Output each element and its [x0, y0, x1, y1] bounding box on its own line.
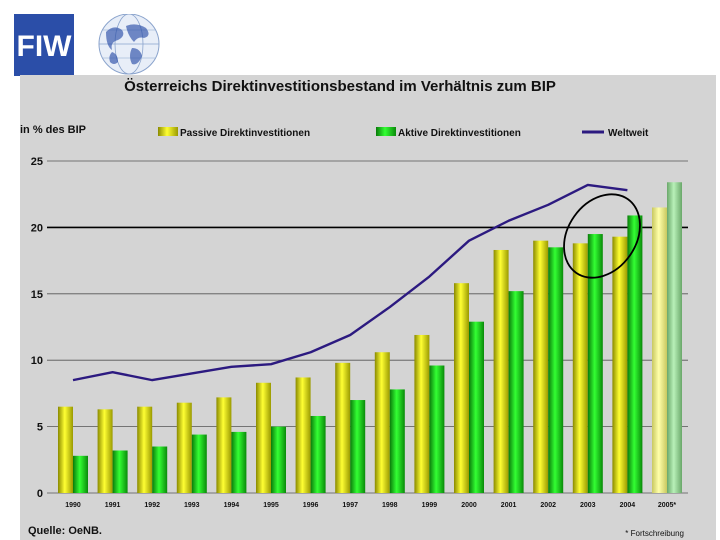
legend-label-2: Weltweit: [608, 128, 649, 139]
y-axis-ticks: 0 5 10 15 20 25: [31, 156, 43, 500]
x-tick-label: 1993: [184, 502, 200, 509]
bar-active-2003: [587, 234, 603, 494]
highlight-circle: [563, 193, 641, 279]
x-tick-label: 1996: [303, 502, 319, 509]
chart-panel: Österreichs Direktinvestitionsbestand im…: [20, 75, 716, 540]
bar-passive-1997: [335, 362, 351, 493]
y-axis-label: in % des BIP: [20, 124, 86, 136]
legend-label-1: Aktive Direktinvestitionen: [398, 128, 521, 139]
bar-passive-1998: [374, 352, 390, 493]
bar-active-1994: [231, 431, 247, 493]
x-tick-label: 2005*: [658, 502, 677, 509]
bar-passive-2001: [493, 249, 509, 493]
x-tick-label: 2000: [461, 502, 477, 509]
bar-active-2004: [627, 215, 643, 493]
bar-passive-2005*: [652, 207, 667, 494]
source-note: Quelle: OeNB.: [28, 525, 102, 537]
legend-swatch-0: [158, 127, 178, 136]
x-tick-label: 1991: [105, 502, 121, 509]
y-tick-label: 5: [37, 422, 43, 434]
x-tick-label: 1999: [422, 502, 438, 509]
bar-passive-2000: [454, 283, 469, 493]
bar-passive-1992: [137, 406, 153, 493]
x-tick-label: 2004: [620, 502, 636, 509]
y-tick-label: 25: [31, 156, 43, 168]
bar-passive-1990: [58, 406, 73, 493]
legend-swatch-1: [376, 127, 396, 136]
bar-passive-1993: [176, 402, 192, 493]
globe-icon: [98, 14, 160, 75]
x-tick-label: 1992: [144, 502, 160, 509]
bar-passive-1999: [414, 334, 430, 493]
bar-passive-1994: [216, 397, 232, 493]
bar-active-1992: [152, 446, 168, 493]
y-tick-label: 10: [31, 355, 43, 367]
logo-box: [14, 14, 74, 76]
bar-active-1997: [350, 400, 366, 493]
x-tick-label: 2003: [580, 502, 596, 509]
x-tick-label: 1990: [65, 502, 81, 509]
x-tick-label: 2002: [540, 502, 556, 509]
bar-passive-2003: [572, 243, 588, 493]
bar-passive-1995: [256, 382, 271, 493]
bars: [58, 182, 682, 494]
bar-active-2005*: [667, 182, 682, 494]
logo-text: FIW: [17, 30, 73, 63]
x-axis-ticks: 1990 1991 1992 1993 1994 1995 1996 1997 1998 1999…: [65, 502, 676, 509]
bar-active-1996: [310, 415, 326, 493]
bar-active-1999: [429, 365, 445, 493]
bar-passive-2002: [533, 240, 549, 493]
bar-active-2000: [469, 321, 484, 493]
bar-active-1998: [389, 389, 405, 493]
bar-active-1990: [73, 455, 88, 493]
y-tick-label: 15: [31, 289, 43, 301]
bar-passive-1996: [295, 377, 311, 493]
x-tick-label: 1994: [224, 502, 240, 509]
bar-active-1991: [112, 450, 128, 493]
chart-title: Österreichs Direktinvestitionsbestand im…: [124, 78, 556, 95]
fiw-logo: FIW: [14, 14, 160, 76]
legend-label-0: Passive Direktinvestitionen: [180, 128, 310, 139]
x-tick-label: 1998: [382, 502, 398, 509]
x-tick-label: 1995: [263, 502, 279, 509]
bar-active-2002: [548, 247, 564, 493]
weltweit-line-path: [72, 183, 628, 382]
bar-passive-1991: [97, 409, 113, 493]
bar-active-1993: [191, 434, 207, 493]
x-tick-label: 2001: [501, 502, 517, 509]
chart: Österreichs Direktinvestitionsbestand im…: [20, 78, 688, 538]
legend: Passive Direktinvestitionen Aktive Direkt…: [158, 127, 649, 139]
y-tick-label: 20: [31, 222, 43, 234]
bar-active-2001: [508, 291, 524, 493]
x-tick-label: 1997: [342, 502, 358, 509]
bar-active-1995: [271, 426, 286, 493]
y-tick-label: 0: [37, 488, 43, 500]
weltweit-line: [72, 183, 628, 382]
footnote: * Fortschreibung: [625, 529, 684, 538]
bar-passive-2004: [612, 236, 628, 494]
